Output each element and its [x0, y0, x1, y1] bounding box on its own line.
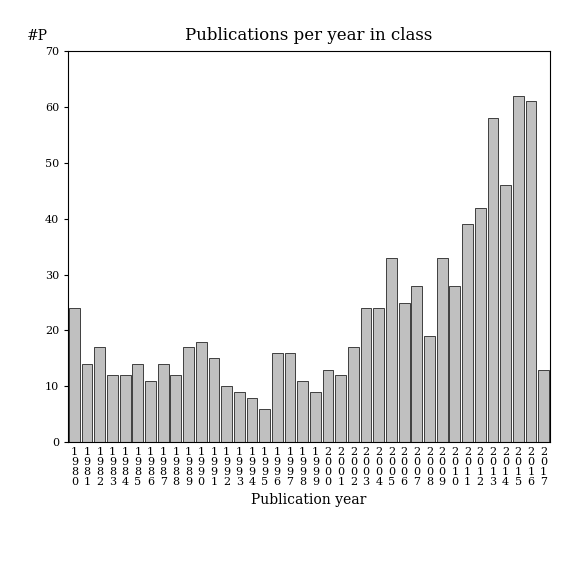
Bar: [234, 392, 244, 442]
Bar: [209, 358, 219, 442]
Bar: [335, 375, 346, 442]
Bar: [107, 375, 118, 442]
Bar: [120, 375, 130, 442]
Bar: [513, 96, 524, 442]
Bar: [437, 258, 447, 442]
Bar: [450, 286, 460, 442]
Bar: [310, 392, 321, 442]
Bar: [424, 336, 435, 442]
Bar: [247, 397, 257, 442]
Bar: [272, 353, 283, 442]
Bar: [386, 258, 397, 442]
Bar: [82, 364, 92, 442]
Bar: [183, 347, 194, 442]
Bar: [285, 353, 295, 442]
Bar: [399, 303, 409, 442]
Bar: [94, 347, 105, 442]
Bar: [221, 386, 232, 442]
Bar: [488, 118, 498, 442]
Bar: [196, 342, 206, 442]
Bar: [500, 185, 511, 442]
Title: Publications per year in class: Publications per year in class: [185, 27, 433, 44]
Y-axis label: #P: #P: [27, 29, 48, 43]
Bar: [145, 381, 156, 442]
Bar: [323, 370, 333, 442]
Bar: [374, 308, 384, 442]
Bar: [171, 375, 181, 442]
Bar: [348, 347, 359, 442]
Bar: [259, 409, 270, 442]
Bar: [412, 286, 422, 442]
Bar: [526, 101, 536, 442]
Bar: [158, 364, 168, 442]
Bar: [475, 208, 485, 442]
Bar: [133, 364, 143, 442]
X-axis label: Publication year: Publication year: [251, 493, 367, 507]
Bar: [297, 381, 308, 442]
Bar: [462, 225, 473, 442]
Bar: [361, 308, 371, 442]
Bar: [69, 308, 80, 442]
Bar: [538, 370, 549, 442]
